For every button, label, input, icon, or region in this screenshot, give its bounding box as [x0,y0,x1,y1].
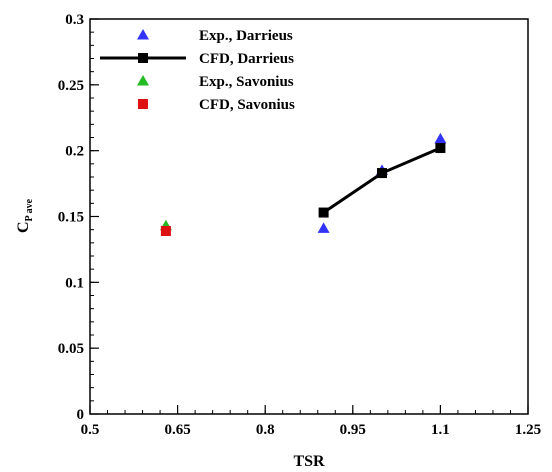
axis-ticks [89,18,529,415]
y-tick-label: 0.15 [58,210,84,226]
legend-label: Exp., Darrieus [199,28,293,44]
series-line [322,146,441,214]
x-tick-label: 1.1 [431,422,450,438]
data-point [317,222,330,233]
svg-text:CP ave: CP ave [15,198,35,233]
legend-marker [137,29,149,40]
x-axis-title: TSR [293,453,325,470]
series-layer [159,132,447,236]
legend-item: Exp., Darrieus [137,28,293,44]
y-axis-title-subscript: P ave [24,198,35,221]
axis-tick-labels: 0.5 0.65 0.8 0.95 1.1 1.25 0 0.05 0.1 0.15 0.2 0.25… [58,12,541,438]
data-point [318,207,329,218]
data-point [435,143,446,154]
plot-frame [89,18,529,415]
legend-item: CFD, Savonius [138,97,295,113]
x-tick-label: 1.25 [515,422,541,438]
y-tick-label: 0.1 [65,275,84,291]
data-point [434,132,447,144]
x-tick-label: 0.8 [256,422,275,438]
legend-item: Exp., Savonius [137,74,294,90]
y-tick-label: 0.25 [58,78,84,94]
series-1 [318,143,446,218]
x-tick-label: 0.65 [164,422,190,438]
legend: Exp., Darrieus CFD, Darrieus Exp., Savoniu… [100,28,295,113]
legend-item: CFD, Darrieus [100,51,294,67]
series-0 [317,132,447,233]
data-point [160,225,171,236]
legend-label: CFD, Savonius [199,97,295,113]
x-tick-label: 0.95 [340,422,366,438]
y-tick-label: 0 [77,407,85,423]
series-3 [160,225,171,236]
y-tick-label: 0.2 [65,144,84,160]
y-axis-title-main: C [15,221,32,233]
legend-marker [138,53,148,63]
y-tick-label: 0.3 [65,12,84,28]
legend-marker [138,99,148,109]
y-axis-title: CP ave [15,198,35,233]
legend-label: CFD, Darrieus [199,51,294,67]
x-tick-label: 0.5 [81,422,100,438]
legend-label: Exp., Savonius [199,74,294,90]
legend-marker [137,75,149,86]
y-tick-label: 0.05 [58,341,84,357]
data-point [377,168,387,179]
